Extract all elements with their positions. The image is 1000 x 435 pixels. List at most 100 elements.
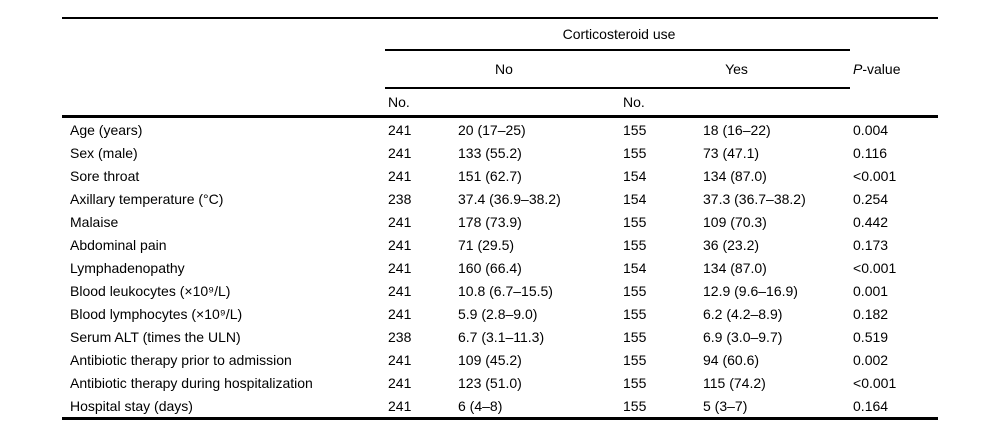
- no-group-count: 241: [388, 259, 412, 276]
- yes-group-count: 155: [623, 305, 647, 322]
- yes-group-value: 115 (74.2): [703, 374, 766, 391]
- group-header-corticosteroid-use: Corticosteroid use: [385, 17, 851, 51]
- p-value: <0.001: [853, 167, 897, 184]
- yes-group-count: 155: [623, 374, 647, 391]
- table-row: Serum ALT (times the ULN) 238 6.7 (3.1–1…: [62, 325, 938, 348]
- count-col-header-no: No.: [385, 88, 455, 118]
- no-group-value: 20 (17–25): [458, 121, 526, 138]
- p-value: 0.173: [853, 236, 889, 253]
- no-group-value: 133 (55.2): [458, 144, 522, 161]
- yes-group-value: 37.3 (36.7–38.2): [703, 190, 806, 207]
- yes-group-value: 12.9 (9.6–16.9): [703, 282, 798, 299]
- table-row: Antibiotic therapy prior to admission 24…: [62, 348, 938, 371]
- table-row: Antibiotic therapy during hospitalizatio…: [62, 371, 938, 394]
- p-value: <0.001: [853, 374, 897, 391]
- table-row: Blood leukocytes (×10⁹/L) 241 10.8 (6.7–…: [62, 279, 938, 302]
- p-value: 0.001: [853, 282, 889, 299]
- yes-group-value: 109 (70.3): [703, 213, 767, 230]
- header-spacer: [700, 88, 851, 118]
- no-group-count: 241: [388, 351, 412, 368]
- yes-group-count: 154: [623, 259, 647, 276]
- no-group-value: 5.9 (2.8–9.0): [458, 305, 538, 322]
- table-row: Abdominal pain 241 71 (29.5) 155 36 (23.…: [62, 233, 938, 256]
- yes-group-count: 155: [623, 144, 647, 161]
- yes-group-value: 94 (60.6): [703, 351, 760, 368]
- header-spacer: [62, 88, 385, 118]
- no-group-count: 241: [388, 121, 412, 138]
- row-label: Malaise: [70, 213, 119, 230]
- no-group-value: 10.8 (6.7–15.5): [458, 282, 553, 299]
- table-row: Blood lymphocytes (×10⁹/L) 241 5.9 (2.8–…: [62, 302, 938, 325]
- yes-group-count: 155: [623, 213, 647, 230]
- no-group-value: 160 (66.4): [458, 259, 522, 276]
- subheader-no: No: [385, 50, 620, 89]
- no-group-count: 241: [388, 236, 412, 253]
- header-spacer: [850, 88, 939, 118]
- count-col-header-yes: No.: [620, 88, 700, 118]
- yes-group-value: 18 (16–22): [703, 121, 771, 138]
- no-group-value: 6 (4–8): [455, 394, 620, 420]
- row-label: Hospital stay (days): [62, 394, 385, 420]
- p-value: 0.002: [853, 351, 889, 368]
- p-value: 0.254: [853, 190, 889, 207]
- table-row: Hospital stay (days) 241 6 (4–8) 155 5 (…: [62, 394, 939, 420]
- yes-group-value: 36 (23.2): [703, 236, 760, 253]
- no-group-value: 37.4 (36.9–38.2): [458, 190, 561, 207]
- subheader-yes: Yes: [620, 50, 851, 89]
- no-group-count: 241: [385, 394, 455, 420]
- p-value: 0.519: [853, 328, 889, 345]
- statistics-table-container: Corticosteroid use No Yes P-value No. No…: [62, 17, 939, 420]
- no-group-count: 238: [388, 190, 412, 207]
- no-group-value: 178 (73.9): [458, 213, 522, 230]
- table-row: Malaise 241 178 (73.9) 155 109 (70.3) 0.…: [62, 210, 938, 233]
- row-label: Serum ALT (times the ULN): [70, 328, 241, 345]
- yes-group-value: 73 (47.1): [703, 144, 760, 161]
- no-group-count: 241: [388, 305, 412, 322]
- corticosteroid-comparison-table: Corticosteroid use No Yes P-value No. No…: [62, 17, 939, 420]
- no-group-count: 238: [388, 328, 412, 345]
- yes-group-count: 155: [623, 351, 647, 368]
- no-group-count: 241: [388, 282, 412, 299]
- yes-group-value: 6.9 (3.0–9.7): [703, 328, 783, 345]
- yes-group-count: 155: [623, 121, 647, 138]
- row-label: Lymphadenopathy: [70, 259, 185, 276]
- row-label: Antibiotic therapy during hospitalizatio…: [70, 374, 313, 391]
- yes-group-value: 5 (3–7): [700, 394, 851, 420]
- header-spacer: [62, 17, 385, 50]
- pvalue-header-letter: P: [853, 61, 863, 77]
- yes-group-value: 6.2 (4.2–8.9): [703, 305, 783, 322]
- row-label: Sex (male): [70, 144, 138, 161]
- pvalue-header: P-value: [850, 50, 938, 88]
- header-spacer: [455, 88, 620, 118]
- no-group-count: 241: [388, 144, 412, 161]
- header-spacer: [62, 50, 385, 88]
- no-group-value: 123 (51.0): [458, 374, 522, 391]
- p-value: 0.182: [853, 305, 889, 322]
- row-label: Antibiotic therapy prior to admission: [70, 351, 292, 368]
- yes-group-count: 155: [620, 394, 700, 420]
- p-value: 0.164: [850, 394, 939, 420]
- table-row: Age (years) 241 20 (17–25) 155 18 (16–22…: [62, 117, 938, 142]
- no-group-value: 109 (45.2): [458, 351, 522, 368]
- row-label: Sore throat: [70, 167, 140, 184]
- no-group-count: 241: [388, 374, 412, 391]
- table-row: Lymphadenopathy 241 160 (66.4) 154 134 (…: [62, 256, 938, 279]
- row-label: Axillary temperature (°C): [70, 190, 224, 207]
- p-value: 0.116: [853, 144, 888, 161]
- table-row: Axillary temperature (°C) 238 37.4 (36.9…: [62, 187, 938, 210]
- p-value: 0.004: [853, 121, 889, 138]
- row-label: Blood lymphocytes (×10⁹/L): [70, 305, 243, 322]
- p-value: 0.442: [853, 213, 889, 230]
- pvalue-header-suffix: -value: [862, 61, 901, 77]
- no-group-count: 241: [388, 213, 412, 230]
- no-group-count: 241: [388, 167, 412, 184]
- yes-group-count: 155: [623, 282, 647, 299]
- header-spacer: [850, 17, 939, 50]
- yes-group-count: 154: [623, 190, 647, 207]
- no-group-value: 6.7 (3.1–11.3): [458, 328, 545, 345]
- yes-group-count: 155: [623, 328, 647, 345]
- yes-group-value: 134 (87.0): [703, 167, 767, 184]
- table-row: Sex (male) 241 133 (55.2) 155 73 (47.1) …: [62, 141, 938, 164]
- row-label: Abdominal pain: [70, 236, 167, 253]
- yes-group-count: 154: [623, 167, 647, 184]
